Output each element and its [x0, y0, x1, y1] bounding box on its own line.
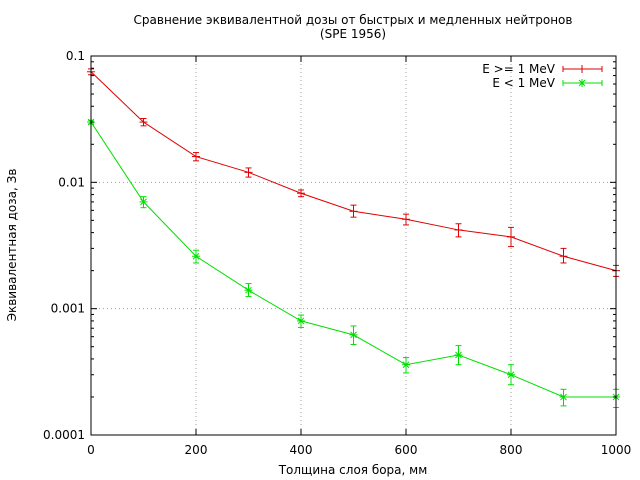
data-point: [559, 392, 568, 401]
legend-label: E < 1 MeV: [492, 76, 555, 90]
grid: [91, 56, 616, 435]
data-point: [192, 152, 200, 161]
data-point: [507, 232, 515, 241]
axis-ticks: [90, 55, 617, 436]
data-point: [244, 286, 253, 295]
x-axis-label: Толщина слоя бора, мм: [278, 463, 428, 477]
chart-subtitle: (SPE 1956): [320, 27, 386, 41]
data-point: [139, 118, 148, 127]
y-axis-label: Эквивалентная доза, Зв: [5, 169, 19, 322]
data-point: [402, 360, 410, 369]
series-line: [90, 121, 616, 398]
chart-title: Сравнение эквивалентной дозы от быстрых …: [134, 13, 573, 27]
legend-label: E >= 1 MeV: [482, 62, 556, 76]
y-tick-label: 0.001: [51, 302, 85, 316]
tick-labels: 0 200 400 600 800 1000 0.0001 0.001 0.01 0.1: [43, 49, 631, 457]
series-0: [87, 67, 620, 277]
y-tick-label: 0.01: [58, 175, 85, 189]
y-tick-label: 0.0001: [43, 428, 85, 442]
series-1: [87, 118, 620, 409]
data-point: [402, 215, 410, 224]
series-line: [90, 71, 617, 272]
x-tick-label: 600: [395, 443, 418, 457]
legend-marker: [578, 65, 586, 73]
data-point: [454, 350, 463, 359]
plot-frame: [90, 55, 617, 436]
y-tick-label: 0.1: [66, 49, 85, 63]
series-layer: [87, 67, 620, 409]
data-point: [507, 370, 515, 379]
data-point: [454, 225, 463, 234]
data-point: [349, 207, 358, 216]
legend-marker: [578, 79, 586, 87]
data-point: [559, 252, 568, 261]
x-tick-label: 200: [185, 443, 208, 457]
x-tick-label: 0: [87, 443, 95, 457]
x-tick-label: 400: [290, 443, 313, 457]
x-tick-label: 800: [500, 443, 523, 457]
data-point: [244, 168, 253, 177]
x-tick-label: 1000: [601, 443, 632, 457]
data-point: [297, 316, 305, 325]
data-point: [139, 197, 148, 206]
data-point: [192, 252, 200, 261]
data-point: [349, 330, 358, 339]
data-point: [297, 189, 305, 198]
